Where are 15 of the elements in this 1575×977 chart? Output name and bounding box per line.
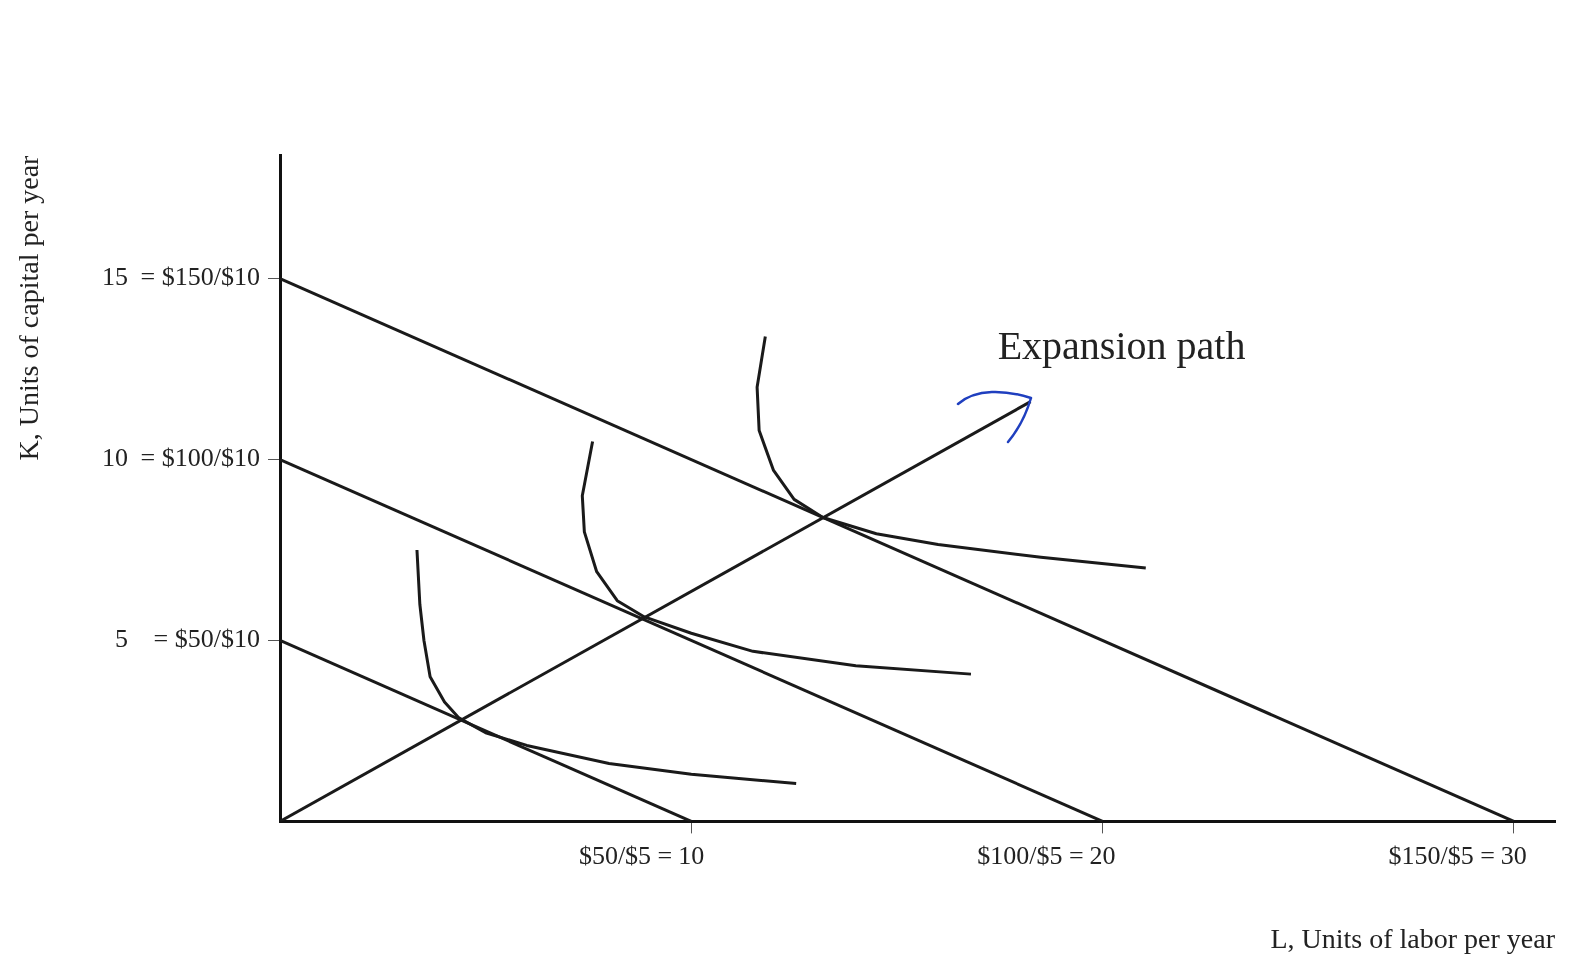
text: = $50/$10 (153, 624, 260, 654)
text: $50/$5 = (578, 841, 673, 871)
y-tick-label: 15 (102, 262, 128, 292)
y-tick-label: 5 (115, 624, 128, 654)
x-tick-label: 30 (1500, 840, 1527, 870)
text: $100/$5 = (977, 841, 1084, 871)
x-axis-title: L, Units of labor per year (1270, 922, 1556, 954)
y-tick-label: 10 (102, 443, 128, 473)
y-axis-title: K, Units of capital per year (13, 154, 45, 461)
text: = $100/$10 (140, 443, 260, 473)
x-tick-label: 20 (1089, 840, 1116, 870)
text: = $150/$10 (140, 262, 260, 292)
text: $150/$5 = (1388, 841, 1495, 871)
annotation: Expansion path (997, 323, 1246, 369)
x-tick-label: 10 (678, 840, 705, 870)
